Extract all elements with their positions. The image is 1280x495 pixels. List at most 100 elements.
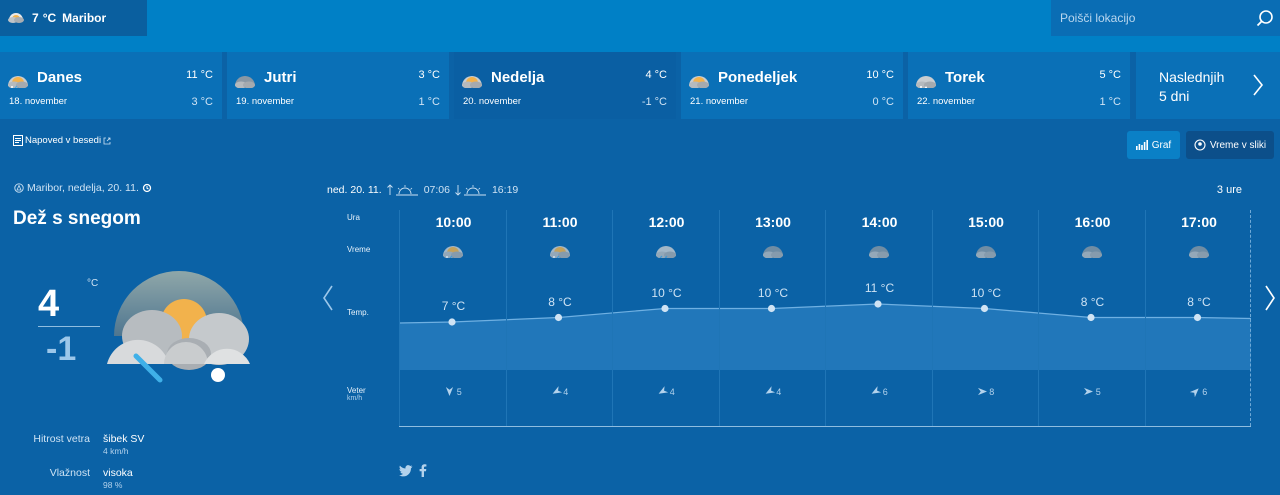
- sun-cloud-icon: [689, 76, 709, 88]
- hour-column: 13:00 10 °C 4: [718, 210, 827, 426]
- hour-wind-speed: 4: [563, 387, 569, 397]
- hour-wind: 5: [1039, 387, 1146, 397]
- hour-wind-speed: 6: [1202, 387, 1208, 397]
- day-max-temp: 5 °C: [1099, 69, 1121, 81]
- day-max-temp: 10 °C: [866, 69, 894, 81]
- hour-wind-speed: 4: [669, 387, 675, 397]
- temperature-unit: °C: [87, 278, 99, 289]
- refresh-icon[interactable]: [142, 183, 152, 193]
- snow-cloud-icon: [916, 76, 936, 88]
- time-step-selector[interactable]: 3 ure: [1216, 184, 1242, 196]
- twitter-icon[interactable]: [399, 464, 413, 477]
- search-icon[interactable]: [1256, 9, 1274, 27]
- hour-time: 12:00: [648, 214, 685, 230]
- day-min-temp: 3 °C: [191, 96, 213, 108]
- social-links: [399, 464, 427, 477]
- hour-temp: 8 °C: [548, 294, 572, 309]
- wind-arrow-icon: [552, 386, 562, 394]
- temperature-point: [554, 313, 563, 322]
- day-tab-nedelja[interactable]: Nedelja 4 °C 20. november -1 °C: [454, 52, 676, 119]
- temperature-point: [1087, 313, 1095, 322]
- narrative-forecast-link[interactable]: Napoved v besedi: [13, 135, 111, 146]
- hourly-header: ned. 20. 11. 07:06 16:19: [327, 184, 518, 196]
- search-box: [1051, 0, 1280, 36]
- current-condition: Dež s snegom: [13, 208, 141, 229]
- hour-wind: 4: [720, 386, 827, 397]
- hour-time: 14:00: [861, 214, 898, 230]
- wind-speed-label: Hitrost vetra: [33, 433, 90, 445]
- chevron-right-icon: [1253, 74, 1264, 96]
- wind-direction-icon: [133, 353, 225, 383]
- humidity-label: Vlažnost: [49, 467, 90, 479]
- humidity-value: visoka: [103, 467, 133, 479]
- current-city: Maribor: [62, 11, 107, 25]
- day-name: Ponedeljek: [718, 69, 798, 86]
- top-bar: 7 °C Maribor: [0, 0, 1280, 52]
- facebook-icon[interactable]: [419, 464, 427, 477]
- day-tabs: Danes 11 °C 18. november 3 °C Jutri 3 °C 19. n…: [0, 52, 1280, 119]
- day-max-temp: 3 °C: [418, 69, 440, 81]
- humidity-sub: 98 %: [103, 480, 123, 490]
- day-min-temp: 1 °C: [418, 96, 440, 108]
- next-5-days-button[interactable]: Naslednjih 5 dni: [1136, 52, 1280, 119]
- current-location-line: Maribor, nedelja, 20. 11.: [14, 182, 152, 194]
- day-max-temp: 4 °C: [645, 69, 667, 81]
- hour-temp: 8 °C: [1080, 294, 1105, 309]
- wind-arrow-icon: [765, 386, 775, 394]
- hourly-date: ned. 20. 11.: [327, 184, 382, 196]
- wind-speed-sub: 4 km/h: [103, 446, 129, 456]
- day-tab-ponedeljek[interactable]: Ponedeljek 10 °C 21. november 0 °C: [681, 52, 903, 119]
- location-icon: [14, 183, 24, 193]
- day-name: Danes: [37, 69, 83, 86]
- row-label-wind: Veter km/h: [347, 386, 366, 402]
- temperature-line: [399, 303, 1251, 324]
- hour-time: 17:00: [1181, 214, 1217, 230]
- sunset-icon: [455, 185, 486, 196]
- day-name: Nedelja: [491, 69, 545, 86]
- hour-temp: 10 °C: [970, 285, 1002, 300]
- max-temperature: 4: [38, 283, 60, 325]
- weather-in-pictures-button[interactable]: Vreme v sliki: [1186, 131, 1274, 159]
- temperature-point: [661, 304, 669, 313]
- grid-right-edge: [1250, 210, 1251, 426]
- row-label-time: Ura: [347, 213, 360, 222]
- day-tab-danes[interactable]: Danes 11 °C 18. november 3 °C: [0, 52, 222, 119]
- day-max-temp: 11 °C: [186, 69, 213, 81]
- rain-snow-cloud-icon: [549, 246, 570, 258]
- hour-wind: 8: [933, 387, 1040, 397]
- hour-column: 10:00 7 °C 5: [399, 210, 506, 426]
- hour-temp: 10 °C: [757, 285, 789, 300]
- wind-arrow-icon: [977, 387, 987, 396]
- row-label-weather: Vreme: [347, 245, 371, 254]
- day-tab-jutri[interactable]: Jutri 3 °C 19. november 1 °C: [227, 52, 449, 119]
- document-icon: [13, 135, 23, 146]
- row-label-wind-unit: km/h: [347, 395, 363, 402]
- day-date: 21. november: [690, 96, 749, 107]
- cloud-icon: [869, 246, 889, 258]
- hour-wind: 5: [400, 387, 507, 397]
- current-temp: 7: [32, 11, 39, 25]
- day-min-temp: 0 °C: [872, 96, 894, 108]
- day-min-temp: 1 °C: [1099, 96, 1121, 108]
- temperature-point: [874, 300, 882, 308]
- sunrise-icon: [386, 184, 418, 196]
- chevron-left-icon[interactable]: [320, 284, 336, 312]
- day-date: 22. november: [917, 96, 976, 107]
- current-location-button[interactable]: 7 °C Maribor: [0, 0, 147, 36]
- hour-wind: 6: [826, 386, 933, 397]
- hour-time: 16:00: [1074, 214, 1111, 230]
- sun-cloud-rain-icon: [107, 271, 250, 370]
- hour-wind-speed: 6: [882, 387, 888, 397]
- chevron-right-icon[interactable]: [1262, 284, 1278, 312]
- cloud-icon: [1082, 246, 1102, 258]
- day-tab-torek[interactable]: Torek 5 °C 22. november 1 °C: [908, 52, 1130, 119]
- temperature-point: [767, 304, 776, 313]
- day-name: Jutri: [264, 69, 297, 86]
- hour-wind: 6: [1146, 387, 1253, 398]
- search-input[interactable]: [1051, 11, 1247, 25]
- hour-time: 15:00: [968, 214, 1004, 230]
- next-5-line2: 5 dni: [1159, 88, 1190, 104]
- hour-column: 17:00 8 °C 6: [1144, 210, 1253, 426]
- graph-button[interactable]: Graf: [1127, 131, 1180, 159]
- wind-arrow-icon: [871, 386, 882, 394]
